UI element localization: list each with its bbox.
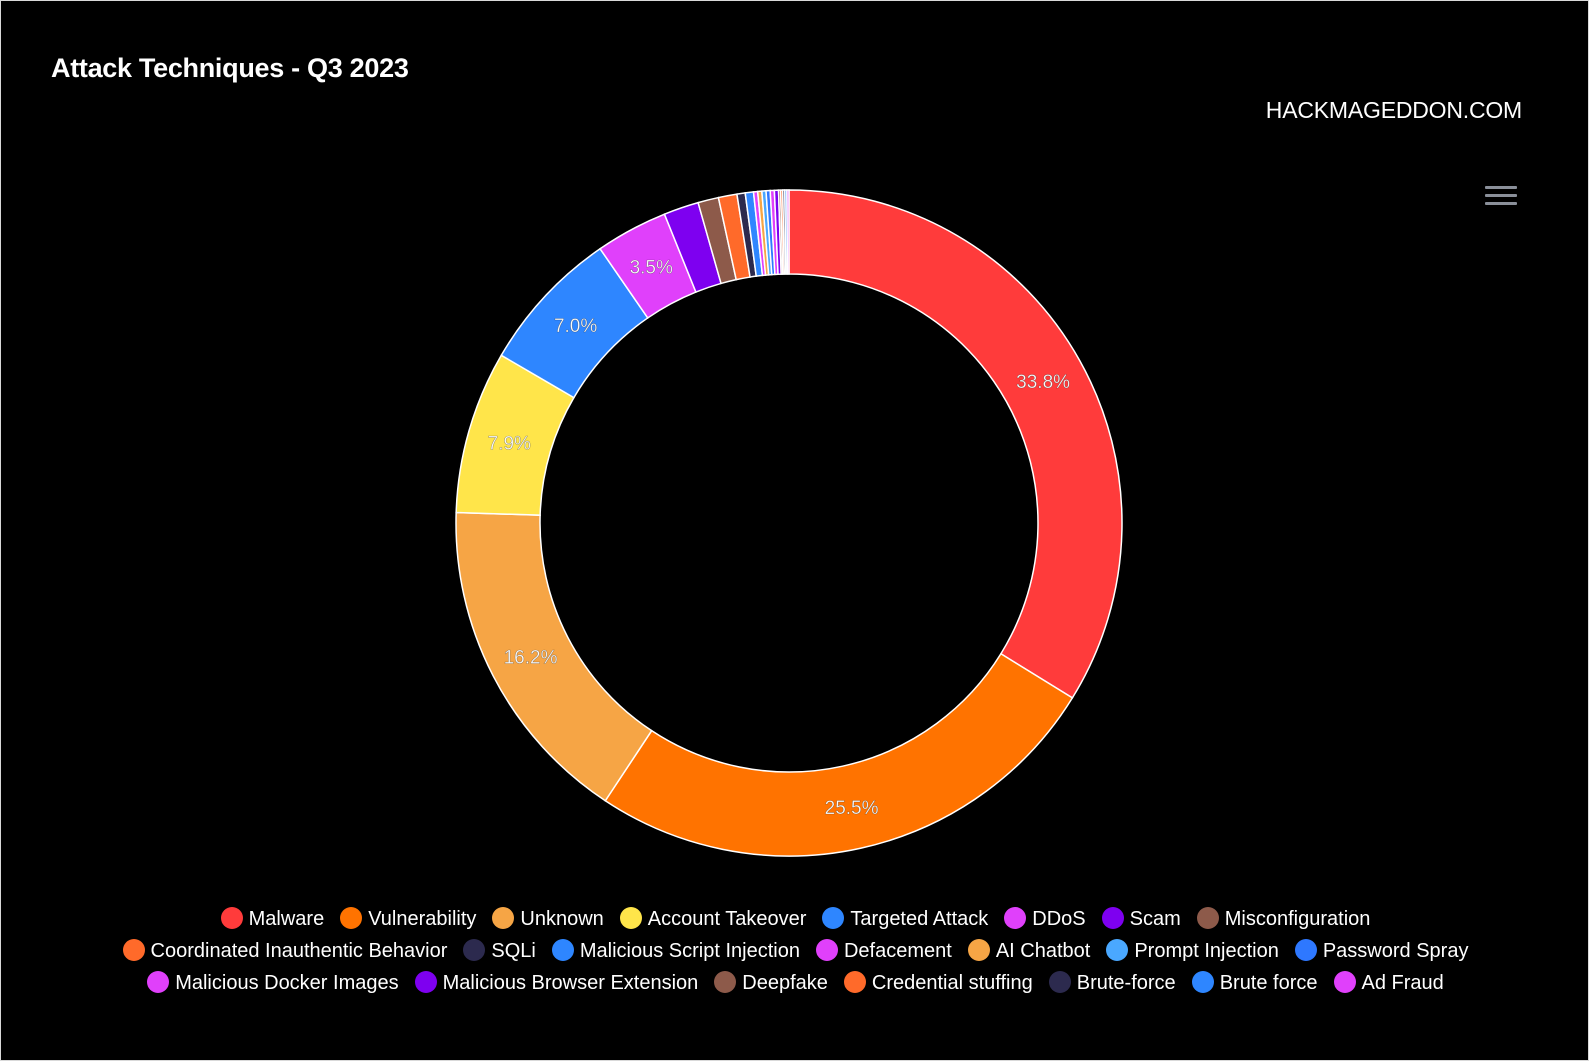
legend-item-malicious-docker-images[interactable]: Malicious Docker Images <box>147 967 399 999</box>
legend-item-misconfiguration[interactable]: Misconfiguration <box>1196 903 1371 935</box>
legend-swatch <box>1333 971 1356 993</box>
legend-item-sqli[interactable]: SQLi <box>463 935 536 967</box>
legend-item-ai-chatbot[interactable]: AI Chatbot <box>967 935 1091 967</box>
legend-swatch <box>551 939 574 961</box>
legend-label: Prompt Injection <box>1134 940 1279 962</box>
legend-label: Account Takeover <box>647 908 807 930</box>
legend-label: Misconfiguration <box>1224 908 1371 930</box>
legend-item-coordinated-inauthentic-behavior[interactable]: Coordinated Inauthentic Behavior <box>122 935 448 967</box>
slice-malware[interactable] <box>788 189 1123 699</box>
chart-legend: Malware Vulnerability Unknown Account Takeo… <box>41 903 1550 999</box>
legend-item-targeted-attack[interactable]: Targeted Attack <box>822 903 988 935</box>
legend-swatch <box>967 939 990 961</box>
legend-swatch <box>414 971 437 993</box>
legend-label: Malicious Docker Images <box>175 972 399 994</box>
legend-label: Coordinated Inauthentic Behavior <box>150 940 448 962</box>
legend-label: Deepfake <box>742 972 828 994</box>
legend-label: Brute-force <box>1076 972 1176 994</box>
legend-swatch <box>1106 939 1129 961</box>
legend-item-password-spray[interactable]: Password Spray <box>1294 935 1469 967</box>
slice-label-vulnerability: 25.5% <box>825 798 879 819</box>
legend-swatch <box>340 907 363 929</box>
legend-item-defacement[interactable]: Defacement <box>815 935 952 967</box>
legend-label: Vulnerability <box>368 908 477 930</box>
legend-label: Malicious Browser Extension <box>442 972 699 994</box>
legend-item-malware[interactable]: Malware <box>220 903 325 935</box>
legend-item-credential-stuffing[interactable]: Credential stuffing <box>843 967 1033 999</box>
legend-swatch <box>1048 971 1071 993</box>
legend-swatch <box>1004 907 1027 929</box>
legend-swatch <box>220 907 243 929</box>
legend-item-malicious-browser-extension[interactable]: Malicious Browser Extension <box>414 967 699 999</box>
legend-item-deepfake[interactable]: Deepfake <box>714 967 828 999</box>
legend-item-scam[interactable]: Scam <box>1101 903 1181 935</box>
legend-swatch <box>1196 907 1219 929</box>
slice-ad-fraud[interactable] <box>786 189 790 275</box>
slice-label-account-takeover: 7.9% <box>488 434 531 455</box>
slice-label-ddos: 3.5% <box>630 258 673 279</box>
legend-label: Ad Fraud <box>1361 972 1444 994</box>
legend-row: Malicious Docker Images Malicious Browser… <box>41 967 1550 999</box>
slice-vulnerability[interactable] <box>604 652 1074 857</box>
legend-swatch <box>1191 971 1214 993</box>
slice-label-unknown: 16.2% <box>504 648 558 669</box>
legend-label: AI Chatbot <box>995 940 1091 962</box>
legend-swatch <box>492 907 515 929</box>
legend-label: DDoS <box>1032 908 1086 930</box>
chart-title: Attack Techniques - Q3 2023 <box>51 53 409 83</box>
legend-label: Password Spray <box>1322 940 1469 962</box>
legend-item-malicious-script-injection[interactable]: Malicious Script Injection <box>551 935 800 967</box>
legend-item-brute-force[interactable]: Brute force <box>1191 967 1318 999</box>
chart-credit: HACKMAGEDDON.COM <box>1265 97 1522 123</box>
legend-item-prompt-injection[interactable]: Prompt Injection <box>1106 935 1279 967</box>
legend-label: Malware <box>248 908 325 930</box>
legend-item-account-takeover[interactable]: Account Takeover <box>619 903 807 935</box>
hamburger-menu-icon[interactable] <box>1483 181 1519 211</box>
legend-label: Unknown <box>520 908 604 930</box>
legend-item-unknown[interactable]: Unknown <box>492 903 604 935</box>
legend-row: Coordinated Inauthentic Behavior SQLi Mali… <box>41 935 1550 967</box>
legend-swatch <box>714 971 737 993</box>
donut-slices <box>455 189 1123 857</box>
legend-swatch <box>815 939 838 961</box>
donut-chart: 33.8% 25.5% 16.2% 7.9% 7.0% 3.5% <box>455 189 1123 857</box>
legend-label: Brute force <box>1219 972 1318 994</box>
slice-label-targeted-attack: 7.0% <box>554 316 597 337</box>
legend-label: Credential stuffing <box>871 972 1033 994</box>
legend-swatch <box>122 939 145 961</box>
slice-label-malware: 33.8% <box>1016 372 1070 393</box>
legend-item-ad-fraud[interactable]: Ad Fraud <box>1333 967 1444 999</box>
legend-swatch <box>619 907 642 929</box>
donut-labels: 33.8% 25.5% 16.2% 7.9% 7.0% 3.5% <box>487 257 1070 819</box>
legend-item-ddos[interactable]: DDoS <box>1004 903 1086 935</box>
legend-swatch <box>1294 939 1317 961</box>
legend-row: Malware Vulnerability Unknown Account Takeo… <box>41 903 1550 935</box>
legend-label: Malicious Script Injection <box>579 940 800 962</box>
legend-swatch <box>147 971 170 993</box>
legend-label: SQLi <box>491 940 536 962</box>
legend-label: Targeted Attack <box>850 908 989 930</box>
legend-swatch <box>843 971 866 993</box>
legend-swatch <box>1101 907 1124 929</box>
legend-swatch <box>463 939 486 961</box>
legend-item-brute-force[interactable]: Brute-force <box>1048 967 1176 999</box>
legend-label: Scam <box>1129 908 1181 930</box>
legend-swatch <box>822 907 845 929</box>
legend-label: Defacement <box>843 940 952 962</box>
legend-item-vulnerability[interactable]: Vulnerability <box>340 903 476 935</box>
